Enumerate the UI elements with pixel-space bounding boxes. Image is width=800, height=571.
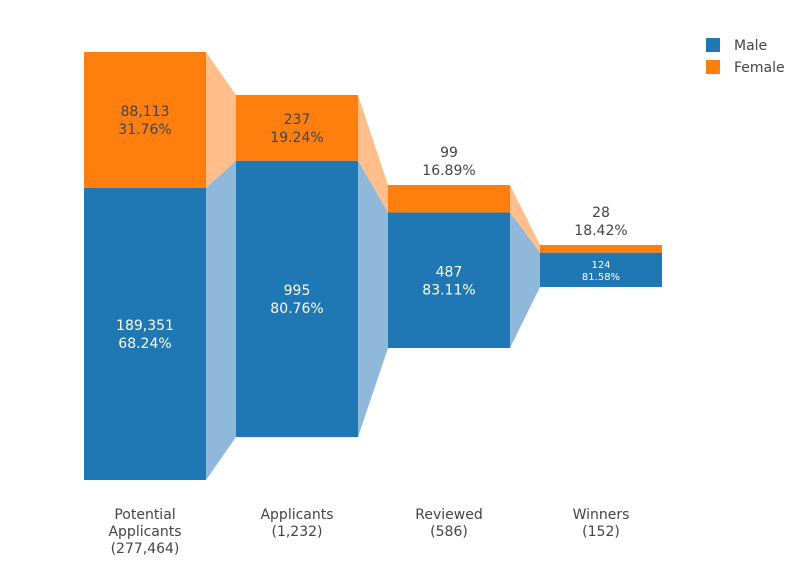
bar-female-4[interactable] <box>540 245 662 253</box>
connector-female-2 <box>358 95 388 213</box>
label-female-1: 88,113 31.76% <box>118 104 171 138</box>
label-female-4: 28 18.42% <box>574 205 627 239</box>
legend-swatch-male[interactable] <box>706 38 720 52</box>
bar-male-3[interactable] <box>388 212 510 348</box>
stage-label-1: Potential Applicants (277,464) <box>108 507 181 557</box>
bar-female-3[interactable] <box>388 185 510 213</box>
label-male-1: 189,351 68.24% <box>116 318 174 352</box>
bar-male-2[interactable] <box>236 160 358 437</box>
label-male-3: 487 83.11% <box>422 264 475 298</box>
bar-female-1[interactable] <box>84 52 206 188</box>
stage-label-2: Applicants (1,232) <box>260 507 333 540</box>
connector-male-3 <box>510 212 540 348</box>
connectors-layer <box>206 52 540 480</box>
bar-female-2[interactable] <box>236 95 358 161</box>
connector-female-3 <box>510 185 540 253</box>
label-male-4: 124 81.58% <box>582 260 620 283</box>
bar-male-1[interactable] <box>84 187 206 481</box>
legend-label-male[interactable]: Male <box>734 38 767 54</box>
label-male-2: 995 80.76% <box>270 283 323 317</box>
label-female-2: 237 19.24% <box>270 112 323 146</box>
labels-layer: 88,113 31.76% 189,351 68.24% 237 19.24% 995 80.… <box>116 104 628 352</box>
stage-label-4: Winners (152) <box>573 507 630 540</box>
bar-male-4[interactable] <box>540 252 662 287</box>
connector-male-1 <box>206 160 236 480</box>
legend-label-female[interactable]: Female <box>734 60 785 76</box>
legend-swatch-female[interactable] <box>706 60 720 74</box>
connector-male-2 <box>358 160 388 437</box>
connector-female-1 <box>206 52 236 188</box>
stage-axis: Potential Applicants (277,464) Applicants (1… <box>108 507 629 557</box>
bars-layer <box>84 52 662 481</box>
stage-label-3: Reviewed (586) <box>415 507 482 540</box>
label-female-3: 99 16.89% <box>422 145 475 179</box>
legend[interactable]: Male Female <box>706 38 785 76</box>
